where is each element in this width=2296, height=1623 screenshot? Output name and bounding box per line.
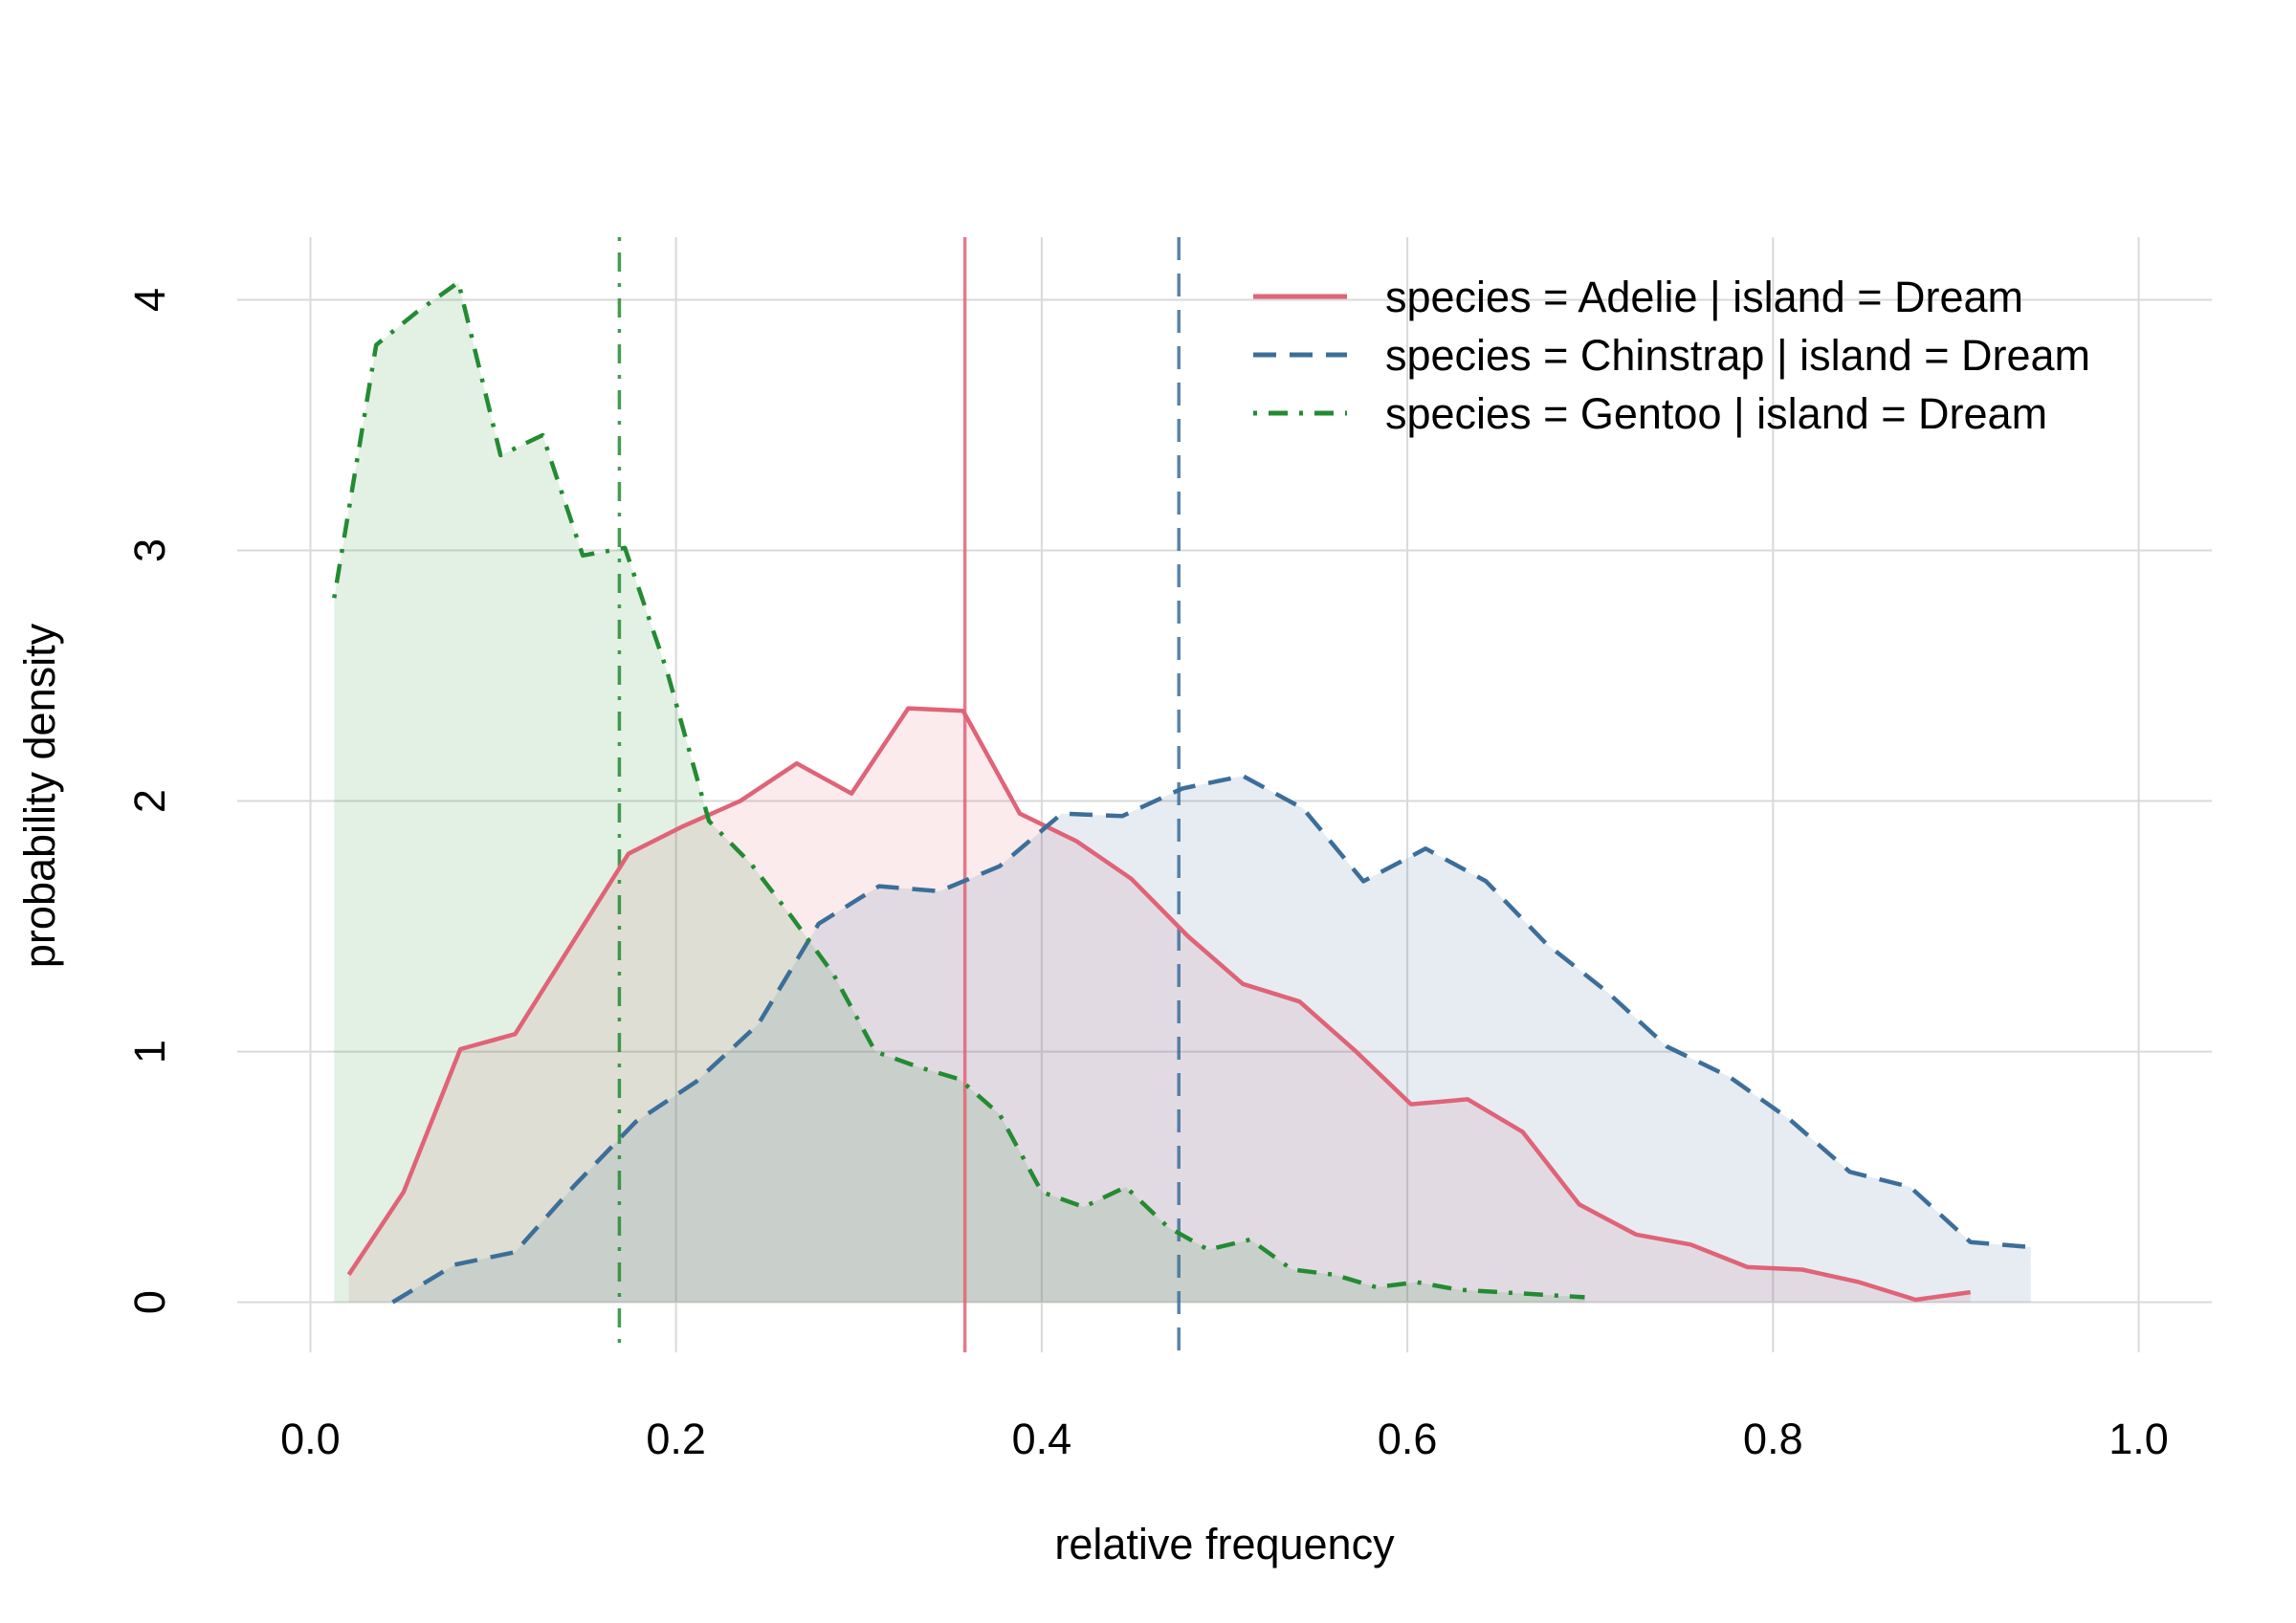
x-axis-tick-labels: 0.0 0.2 0.4 0.6 0.8 1.0 (280, 1415, 2169, 1463)
density-area-1 (392, 776, 2031, 1303)
density-line-2 (332, 279, 1585, 1300)
density-area-2 (334, 282, 1585, 1303)
density-line-0 (346, 706, 1972, 1303)
y-axis-title: probability density (15, 623, 64, 968)
density-line-1 (391, 774, 2031, 1305)
x-tick-label: 1.0 (2108, 1415, 2169, 1463)
density-lines (332, 279, 2031, 1305)
y-tick-label: 0 (125, 1290, 174, 1314)
legend-label-2: species = Gentoo | island = Dream (1385, 389, 2047, 438)
density-area-0 (348, 708, 1971, 1303)
x-tick-label: 0.2 (646, 1415, 706, 1463)
y-tick-label: 4 (125, 288, 174, 312)
density-areas (334, 282, 2031, 1303)
mean-lines (617, 237, 1181, 1352)
y-tick-label: 2 (125, 789, 174, 813)
x-tick-label: 0.4 (1012, 1415, 1072, 1463)
y-tick-label: 3 (125, 538, 174, 562)
x-tick-label: 0.0 (280, 1415, 341, 1463)
x-axis-title: relative frequency (1054, 1520, 1395, 1568)
x-tick-label: 0.8 (1743, 1415, 1803, 1463)
legend-label-1: species = Chinstrap | island = Dream (1385, 331, 2090, 380)
grid-lines (237, 237, 2212, 1352)
y-tick-label: 1 (125, 1040, 174, 1064)
y-axis-tick-labels: 0 1 2 3 4 (125, 288, 174, 1314)
x-tick-label: 0.6 (1378, 1415, 1438, 1463)
legend-label-0: species = Adelie | island = Dream (1385, 273, 2023, 321)
legend: species = Adelie | island = Dream species… (1253, 273, 2090, 438)
